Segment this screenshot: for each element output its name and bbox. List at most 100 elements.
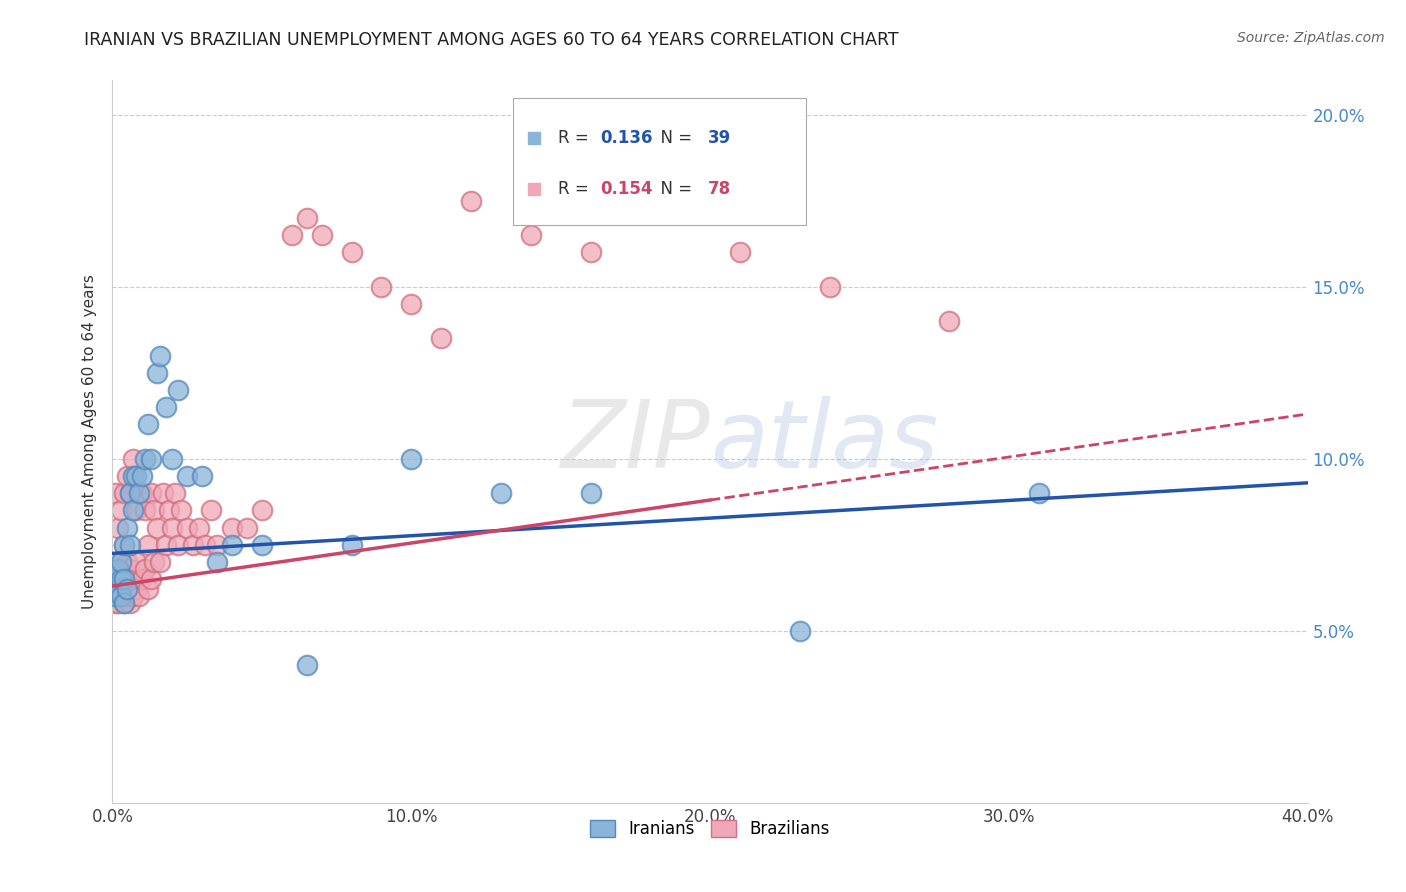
Point (155, 538, 177, 552)
Y-axis label: Unemployment Among Ages 60 to 64 years: Unemployment Among Ages 60 to 64 years (82, 274, 97, 609)
Point (370, 279, 392, 293)
Point (131, 572, 153, 586)
Point (281, 228, 304, 243)
Text: R =: R = (558, 179, 595, 198)
Point (138, 582, 160, 597)
Text: Source: ZipAtlas.com: Source: ZipAtlas.com (1237, 31, 1385, 45)
Point (117, 582, 139, 597)
Point (107, 555, 129, 569)
Point (104, 486, 127, 500)
Point (143, 503, 166, 517)
Point (138, 538, 160, 552)
Point (122, 451, 145, 466)
Point (176, 520, 198, 534)
Point (107, 596, 129, 610)
Point (236, 520, 259, 534)
Point (295, 658, 318, 673)
Point (120, 538, 142, 552)
Point (938, 314, 960, 328)
Point (117, 469, 139, 483)
Point (128, 486, 150, 500)
Point (114, 538, 135, 552)
Point (107, 582, 129, 597)
Point (401, 297, 423, 311)
Point (430, 331, 453, 345)
Point (579, 245, 602, 260)
Point (149, 555, 172, 569)
Point (149, 349, 172, 363)
Text: IRANIAN VS BRAZILIAN UNEMPLOYMENT AMONG AGES 60 TO 64 YEARS CORRELATION CHART: IRANIAN VS BRAZILIAN UNEMPLOYMENT AMONG … (84, 31, 898, 49)
Point (110, 579, 132, 593)
Point (110, 572, 132, 586)
Point (122, 469, 145, 483)
Point (579, 486, 602, 500)
Point (221, 520, 243, 534)
Point (138, 417, 160, 432)
Point (640, 125, 662, 139)
Point (1028, 486, 1050, 500)
Point (152, 486, 174, 500)
Point (114, 538, 135, 552)
Point (120, 582, 142, 597)
Point (104, 582, 127, 597)
Point (110, 555, 132, 569)
Point (520, 228, 543, 243)
Point (114, 486, 135, 500)
FancyBboxPatch shape (513, 98, 806, 225)
Point (221, 538, 243, 552)
Point (818, 279, 841, 293)
Point (141, 572, 163, 586)
Point (170, 503, 193, 517)
Point (401, 451, 423, 466)
Point (120, 486, 142, 500)
Point (181, 538, 204, 552)
Text: 78: 78 (707, 179, 731, 198)
Point (107, 520, 129, 534)
Point (104, 596, 127, 610)
Point (194, 538, 217, 552)
Point (110, 590, 132, 604)
Point (107, 590, 129, 604)
Text: N =: N = (651, 179, 697, 198)
Point (117, 590, 139, 604)
Point (128, 486, 150, 500)
Point (125, 555, 148, 569)
Point (117, 572, 139, 586)
Point (134, 503, 156, 517)
Point (146, 366, 169, 380)
Point (110, 562, 132, 576)
Point (143, 555, 166, 569)
Point (205, 555, 228, 569)
Point (120, 596, 142, 610)
Point (205, 538, 228, 552)
Point (114, 596, 135, 610)
Point (311, 228, 333, 243)
Point (460, 194, 482, 208)
Point (104, 572, 127, 586)
Point (146, 520, 169, 534)
Point (104, 590, 127, 604)
Point (107, 562, 129, 576)
Point (141, 486, 163, 500)
Point (122, 590, 145, 604)
Point (200, 503, 222, 517)
Text: ZIP: ZIP (561, 396, 710, 487)
Point (191, 469, 214, 483)
Text: 0.154: 0.154 (600, 179, 652, 198)
Point (131, 486, 153, 500)
Point (188, 520, 211, 534)
Text: atlas: atlas (710, 396, 938, 487)
Point (340, 538, 363, 552)
Point (125, 503, 148, 517)
Point (122, 572, 145, 586)
Point (128, 590, 150, 604)
Point (167, 538, 190, 552)
Point (250, 538, 273, 552)
Point (120, 562, 142, 576)
Legend: Iranians, Brazilians: Iranians, Brazilians (583, 814, 837, 845)
Point (120, 486, 142, 500)
Point (114, 572, 135, 586)
Point (104, 572, 127, 586)
Point (162, 520, 183, 534)
Point (114, 562, 135, 576)
